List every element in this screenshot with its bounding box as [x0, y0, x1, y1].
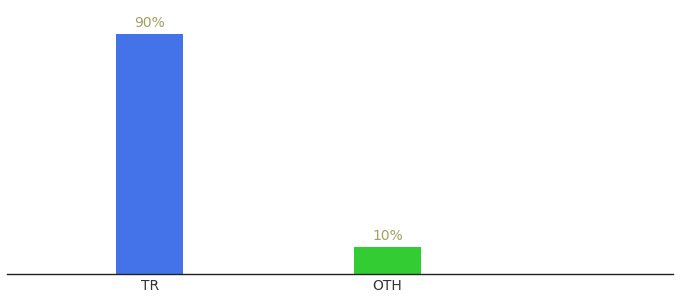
Text: 10%: 10%	[372, 229, 403, 243]
Bar	[354, 247, 421, 274]
Text: 90%: 90%	[135, 16, 165, 30]
Bar	[116, 34, 183, 274]
